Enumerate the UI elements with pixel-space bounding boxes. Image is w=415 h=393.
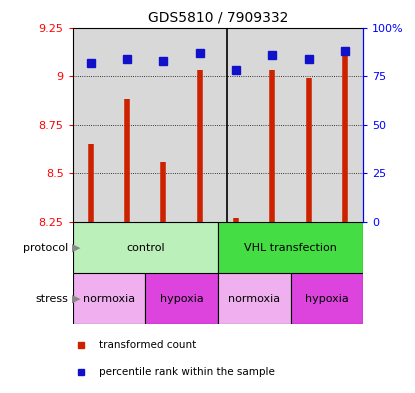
- Bar: [218, 273, 290, 324]
- Text: hypoxia: hypoxia: [160, 294, 203, 304]
- Text: normoxia: normoxia: [228, 294, 280, 304]
- Text: control: control: [126, 242, 165, 253]
- Bar: [73, 222, 218, 273]
- Text: normoxia: normoxia: [83, 294, 135, 304]
- Bar: [145, 273, 218, 324]
- Text: percentile rank within the sample: percentile rank within the sample: [99, 367, 275, 377]
- Text: ▶: ▶: [72, 294, 80, 304]
- Text: transformed count: transformed count: [99, 340, 196, 350]
- Bar: [218, 222, 363, 273]
- Text: ▶: ▶: [72, 242, 80, 253]
- Text: stress: stress: [36, 294, 68, 304]
- Bar: [290, 273, 363, 324]
- Title: GDS5810 / 7909332: GDS5810 / 7909332: [148, 11, 288, 25]
- Text: protocol: protocol: [23, 242, 68, 253]
- Text: hypoxia: hypoxia: [305, 294, 349, 304]
- Bar: [73, 273, 145, 324]
- Text: VHL transfection: VHL transfection: [244, 242, 337, 253]
